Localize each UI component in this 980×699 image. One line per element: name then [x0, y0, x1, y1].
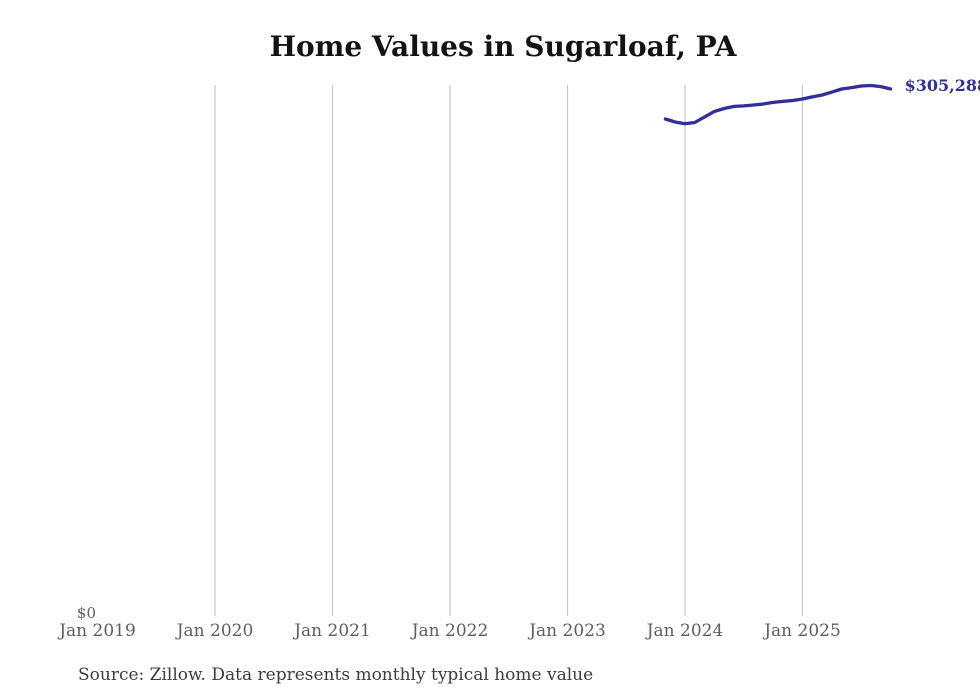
- x-tick-label: Jan 2021: [294, 621, 371, 641]
- x-tick-label: Jan 2023: [529, 621, 606, 641]
- x-tick-label: Jan 2025: [764, 621, 841, 641]
- chart-title: Home Values in Sugarloaf, PA: [269, 30, 737, 63]
- gridlines-group: [214, 85, 804, 616]
- x-tick-label: Jan 2020: [176, 621, 254, 641]
- home-values-line: [663, 83, 893, 126]
- x-tick-label: Jan 2022: [411, 621, 489, 641]
- y-axis-zero-label: $0: [76, 604, 96, 622]
- source-note: Source: Zillow. Data represents monthly …: [78, 665, 594, 685]
- x-tick-label: Jan 2024: [646, 621, 724, 641]
- x-tick-label: Jan 2019: [59, 621, 136, 641]
- latest-value-label: $305,288: [904, 76, 980, 95]
